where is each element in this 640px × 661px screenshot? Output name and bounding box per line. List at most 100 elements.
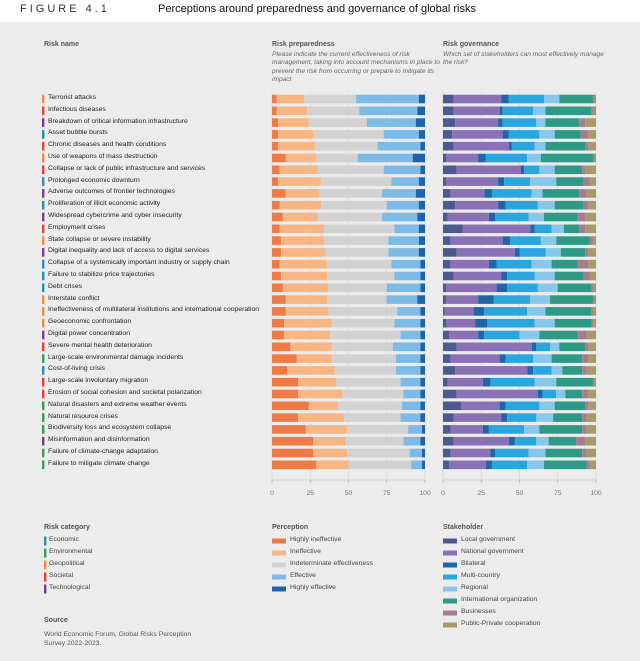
bar-segment xyxy=(415,189,425,198)
legend-swatch xyxy=(272,574,286,580)
bar-segment xyxy=(279,200,321,210)
bar-segment xyxy=(443,130,453,139)
bar-segment xyxy=(551,224,564,234)
legend-label: Effective xyxy=(290,572,316,579)
x-tick-label: 25 xyxy=(477,490,485,497)
legend-swatch xyxy=(443,538,457,544)
bar-segment xyxy=(443,177,447,186)
bar-segment xyxy=(278,177,321,186)
bar-segment xyxy=(272,460,317,470)
bar-segment xyxy=(446,283,497,293)
bar-segment xyxy=(543,94,560,104)
bar-segment xyxy=(316,460,349,470)
bar-segment xyxy=(490,377,535,387)
bar-segment xyxy=(536,436,549,446)
category-marker xyxy=(42,94,45,104)
category-marker xyxy=(42,118,45,127)
bar-segment xyxy=(443,366,456,375)
bar-segment xyxy=(528,448,546,458)
bar-segment xyxy=(400,377,421,387)
bar-segment xyxy=(446,153,479,163)
bar-segment xyxy=(542,189,580,198)
bar-segment xyxy=(443,389,457,399)
bar-segment xyxy=(539,130,555,139)
bar-segment xyxy=(284,330,331,340)
risk-name: Debt crises xyxy=(48,282,82,290)
bar-segment xyxy=(589,271,596,281)
bar-segment xyxy=(388,236,419,245)
legend-swatch xyxy=(272,586,286,592)
bar-segment xyxy=(583,271,590,281)
bar-segment xyxy=(592,94,595,104)
bar-segment xyxy=(586,330,596,340)
legend-swatch xyxy=(443,610,457,616)
legend-title: Risk category xyxy=(44,524,90,531)
bar-segment xyxy=(540,153,593,163)
bar-segment xyxy=(586,413,596,422)
bar-segment xyxy=(418,130,425,139)
bar-segment xyxy=(586,425,596,434)
bar-segment xyxy=(594,295,596,304)
bar-segment xyxy=(443,318,447,328)
risk-name: Natural resource crises xyxy=(48,412,118,420)
bar-segment xyxy=(588,248,596,257)
bar-segment xyxy=(320,200,387,210)
bar-segment xyxy=(446,318,476,328)
bar-segment xyxy=(443,460,450,470)
bar-segment xyxy=(534,141,546,151)
bar-segment xyxy=(272,236,282,245)
bar-segment xyxy=(594,377,596,387)
legend-label: Highly effective xyxy=(290,584,336,591)
bar-segment xyxy=(583,200,589,210)
bar-segment xyxy=(443,413,454,422)
bar-segment xyxy=(421,460,425,470)
bar-segment xyxy=(420,259,425,269)
bar-segment xyxy=(400,330,421,340)
bar-segment xyxy=(577,259,589,269)
category-marker xyxy=(42,389,45,399)
bar-segment xyxy=(395,354,421,363)
category-marker xyxy=(42,401,45,411)
bar-segment xyxy=(420,165,425,175)
legend-swatch xyxy=(443,586,457,592)
bar-segment xyxy=(496,283,508,293)
bar-segment xyxy=(530,177,557,186)
risk-name: Natural disasters and extreme weather ev… xyxy=(48,400,187,408)
bar-segment xyxy=(272,224,280,234)
bar-segment xyxy=(272,271,282,281)
bar-segment xyxy=(356,94,419,104)
bar-segment xyxy=(591,307,593,316)
category-marker xyxy=(42,212,45,222)
bar-segment xyxy=(563,224,580,234)
risk-name: State collapse or severe instability xyxy=(48,235,151,243)
bar-segment xyxy=(420,307,425,316)
bar-segment xyxy=(585,342,589,352)
bar-segment xyxy=(443,354,451,363)
panel xyxy=(0,22,640,661)
legend-swatch xyxy=(272,550,286,556)
bar-segment xyxy=(453,413,502,422)
bar-segment xyxy=(524,165,540,175)
bar-segment xyxy=(272,94,277,104)
bar-segment xyxy=(536,413,554,422)
bar-segment xyxy=(592,283,596,293)
bar-segment xyxy=(495,212,529,222)
bar-segment xyxy=(443,377,448,387)
bar-segment xyxy=(505,200,538,210)
source-title: Source xyxy=(44,617,68,624)
category-marker xyxy=(42,259,45,269)
bar-segment xyxy=(443,330,450,340)
bar-segment xyxy=(531,189,543,198)
bar-segment xyxy=(443,448,451,458)
bar-segment xyxy=(579,224,586,234)
bar-segment xyxy=(394,318,421,328)
bar-segment xyxy=(504,177,531,186)
bar-segment xyxy=(272,401,309,411)
bar-segment xyxy=(449,330,479,340)
bar-segment xyxy=(386,295,418,304)
legend-swatch xyxy=(443,562,457,568)
bar-segment xyxy=(320,177,392,186)
bar-segment xyxy=(359,106,418,116)
